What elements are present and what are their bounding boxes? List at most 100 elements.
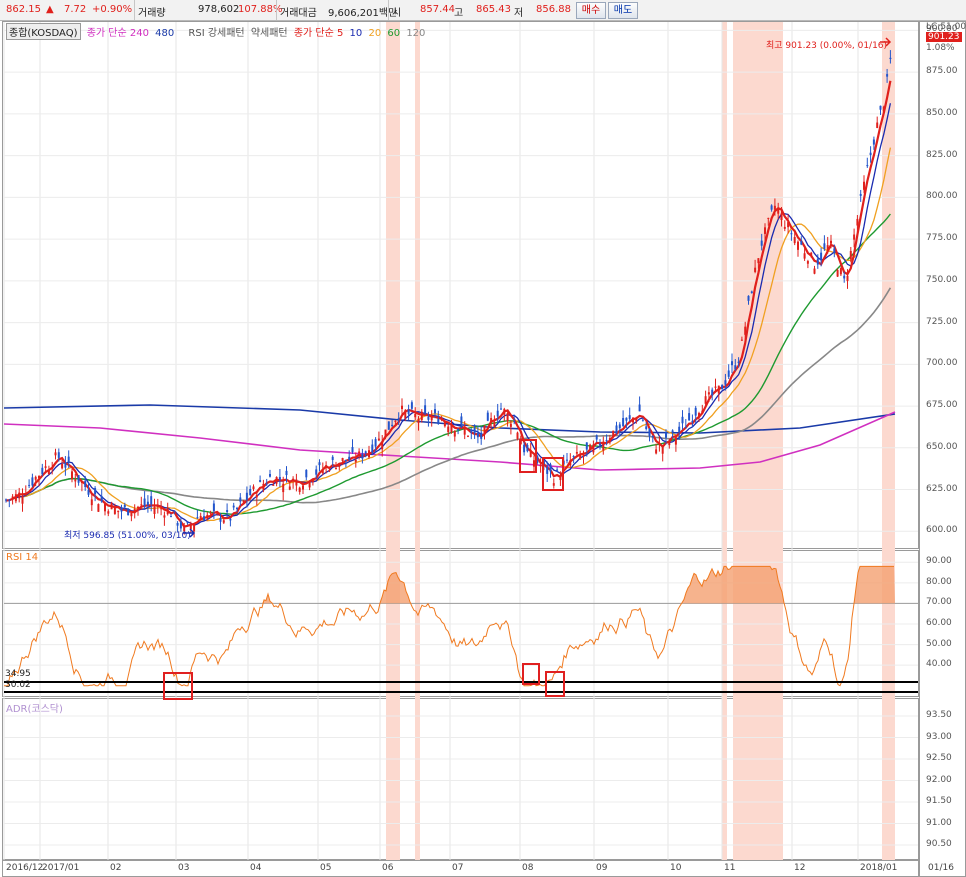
candle-body: [104, 503, 106, 512]
adr-y-tick: 93.50: [926, 710, 952, 720]
high-value: 865.43: [476, 4, 511, 15]
candle-body: [731, 361, 733, 366]
candle-body: [209, 512, 212, 514]
ma120-label[interactable]: 120: [406, 28, 426, 39]
candle-body: [265, 483, 268, 485]
candle-body: [727, 370, 730, 377]
x-axis-tick: 07: [452, 863, 464, 873]
change-arrow: ▲: [46, 4, 54, 15]
rsi-pattern-label[interactable]: RSI 강세패턴: [188, 28, 245, 39]
candle-body: [688, 413, 691, 421]
x-axis-tick: 12: [794, 863, 806, 873]
candle-body: [183, 525, 186, 532]
candle-body: [747, 295, 750, 301]
rsi-y-tick: 60.00: [926, 618, 952, 628]
candle-body: [635, 418, 638, 421]
candle-body: [443, 422, 446, 427]
adr-legend[interactable]: ADR(코스닥): [6, 704, 63, 715]
candle-body: [793, 237, 796, 244]
ma480-label[interactable]: 480: [155, 28, 175, 39]
candle-body: [219, 518, 222, 522]
candle-body: [434, 409, 436, 414]
x-axis-tick: 10: [670, 863, 682, 873]
price-y-tick: 750.00: [926, 274, 958, 285]
adr-y-tick: 90.50: [926, 839, 952, 849]
rsi-y-tick: 50.00: [926, 638, 952, 649]
candle-body: [245, 492, 248, 500]
candle-body: [552, 483, 555, 486]
candle-body: [711, 389, 714, 396]
buy-button[interactable]: 매수: [576, 2, 606, 19]
candle-body: [668, 440, 671, 446]
rsi-y-tick: 40.00: [926, 659, 952, 670]
candle-body: [589, 444, 592, 451]
change-percent: +0.90%: [92, 4, 133, 15]
candle-body: [599, 443, 601, 446]
symbol-label[interactable]: 종합(KOSDAQ): [6, 23, 81, 40]
candle-body: [486, 412, 489, 421]
candle-body: [34, 476, 37, 480]
ma240-label[interactable]: 종가 단순 240: [86, 28, 149, 39]
candle-body: [612, 430, 615, 437]
candle-body: [354, 459, 357, 462]
candle-body: [575, 452, 578, 454]
candle-body: [272, 484, 275, 486]
candle-body: [163, 515, 166, 518]
ma20-label[interactable]: 20: [368, 28, 382, 39]
candle-body: [179, 521, 182, 529]
candle-body: [473, 427, 476, 434]
candle-body: [38, 475, 40, 479]
candle-body: [123, 504, 126, 508]
candle-body: [80, 481, 83, 483]
x-axis-tick: 09: [596, 863, 608, 873]
candle-body: [566, 459, 568, 461]
price-y-tick: 850.00: [926, 107, 958, 118]
current-date-label: 01/16: [928, 863, 954, 873]
candle-body: [166, 508, 169, 515]
low-value: 856.88: [536, 4, 571, 15]
candle-body: [308, 481, 311, 488]
candle-body: [397, 418, 400, 420]
ma5-label[interactable]: 종가 단순 5: [293, 28, 344, 39]
candle-body: [879, 105, 882, 110]
candle-body: [559, 476, 562, 481]
candle-body: [632, 417, 634, 423]
candle-body: [661, 446, 664, 454]
candle-body: [529, 449, 532, 457]
candle-body: [698, 413, 700, 418]
candle-body: [846, 275, 849, 282]
candle-body: [255, 494, 258, 498]
candle-body: [453, 430, 456, 437]
volume-value: 978,602: [198, 4, 240, 15]
candle-body: [813, 268, 816, 274]
rsi-weak-label[interactable]: 약세패턴: [250, 28, 288, 39]
candle-body: [622, 417, 625, 426]
ma60-label[interactable]: 60: [387, 28, 401, 39]
candle-body: [384, 429, 387, 438]
candle-body: [866, 165, 869, 167]
candle-body: [754, 267, 757, 272]
rsi-legend[interactable]: RSI 14: [6, 552, 39, 563]
low-label: 저: [514, 8, 524, 19]
candle-body: [64, 463, 67, 468]
candle-body: [490, 418, 493, 422]
candle-body: [318, 462, 321, 466]
volume-ratio: 107.88%: [238, 4, 283, 15]
price-y-tick: 775.00: [926, 233, 958, 244]
candle-body: [130, 512, 133, 517]
candle-body: [437, 419, 440, 424]
rsi-line: [4, 565, 894, 687]
candle-body: [229, 519, 232, 521]
candle-body: [707, 392, 710, 395]
candle-body: [539, 464, 542, 467]
sell-button[interactable]: 매도: [608, 2, 638, 19]
price-y-tick: 800.00: [926, 191, 958, 202]
candle-body: [278, 477, 281, 480]
candle-body: [780, 213, 783, 220]
candle-body: [476, 433, 479, 438]
ma10-label[interactable]: 10: [349, 28, 363, 39]
candle-body: [424, 405, 427, 414]
candle-body: [810, 252, 813, 257]
candle-body: [176, 523, 179, 526]
